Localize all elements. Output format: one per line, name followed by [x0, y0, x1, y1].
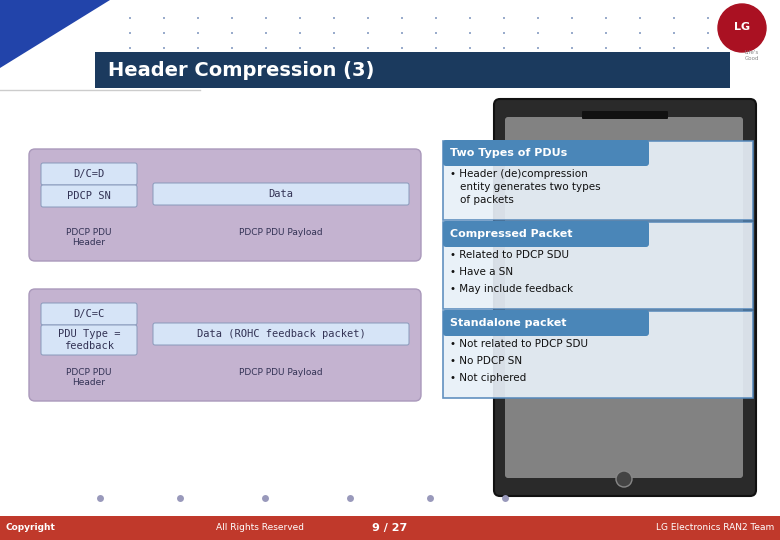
Text: LG: LG: [734, 22, 750, 32]
Text: PDU Type =
feedback: PDU Type = feedback: [58, 329, 120, 351]
Text: Life's
Good: Life's Good: [745, 50, 759, 61]
Text: D/C=D: D/C=D: [73, 169, 105, 179]
FancyBboxPatch shape: [29, 149, 421, 261]
Text: Copyright: Copyright: [6, 523, 56, 532]
FancyBboxPatch shape: [153, 183, 409, 205]
FancyBboxPatch shape: [443, 222, 753, 309]
FancyBboxPatch shape: [41, 163, 137, 185]
FancyBboxPatch shape: [443, 141, 753, 220]
FancyBboxPatch shape: [153, 323, 409, 345]
Text: of packets: of packets: [460, 195, 514, 205]
Text: Compressed Packet: Compressed Packet: [450, 229, 573, 239]
FancyBboxPatch shape: [29, 289, 421, 401]
Text: D/C=C: D/C=C: [73, 309, 105, 319]
Text: entity generates two types: entity generates two types: [460, 182, 601, 192]
FancyBboxPatch shape: [443, 311, 753, 398]
Text: PDCP PDU
Header: PDCP PDU Header: [66, 228, 112, 247]
Text: All Rights Reserved: All Rights Reserved: [216, 523, 304, 532]
Text: Data (ROHC feedback packet): Data (ROHC feedback packet): [197, 329, 365, 339]
FancyBboxPatch shape: [35, 295, 143, 395]
Text: • May include feedback: • May include feedback: [450, 284, 573, 294]
FancyBboxPatch shape: [505, 117, 743, 478]
Text: Standalone packet: Standalone packet: [450, 318, 566, 328]
Circle shape: [616, 471, 632, 487]
Text: Two Types of PDUs: Two Types of PDUs: [450, 148, 567, 158]
FancyBboxPatch shape: [41, 325, 137, 355]
FancyBboxPatch shape: [41, 185, 137, 207]
FancyBboxPatch shape: [443, 140, 649, 166]
Text: PDCP SN: PDCP SN: [67, 191, 111, 201]
Text: • Not ciphered: • Not ciphered: [450, 373, 526, 383]
Text: LG Electronics RAN2 Team: LG Electronics RAN2 Team: [656, 523, 774, 532]
Polygon shape: [0, 0, 110, 68]
FancyBboxPatch shape: [443, 221, 649, 247]
Text: PDCP PDU Payload: PDCP PDU Payload: [239, 368, 323, 377]
Text: Header Compression (3): Header Compression (3): [108, 60, 374, 79]
FancyBboxPatch shape: [35, 155, 143, 255]
FancyBboxPatch shape: [0, 0, 780, 68]
Text: • Header (de)compression: • Header (de)compression: [450, 169, 588, 179]
Text: • Related to PDCP SDU: • Related to PDCP SDU: [450, 250, 569, 260]
FancyBboxPatch shape: [41, 303, 137, 325]
FancyBboxPatch shape: [95, 52, 730, 88]
Text: PDCP PDU Payload: PDCP PDU Payload: [239, 228, 323, 237]
Text: • Not related to PDCP SDU: • Not related to PDCP SDU: [450, 339, 588, 349]
FancyBboxPatch shape: [443, 310, 649, 336]
Text: • Have a SN: • Have a SN: [450, 267, 513, 277]
Text: PDCP PDU
Header: PDCP PDU Header: [66, 368, 112, 387]
FancyBboxPatch shape: [494, 99, 756, 496]
Text: Data: Data: [268, 189, 293, 199]
Circle shape: [718, 4, 766, 52]
FancyBboxPatch shape: [0, 516, 780, 540]
Text: 9 / 27: 9 / 27: [372, 523, 408, 533]
Text: • No PDCP SN: • No PDCP SN: [450, 356, 522, 366]
FancyBboxPatch shape: [582, 111, 668, 119]
